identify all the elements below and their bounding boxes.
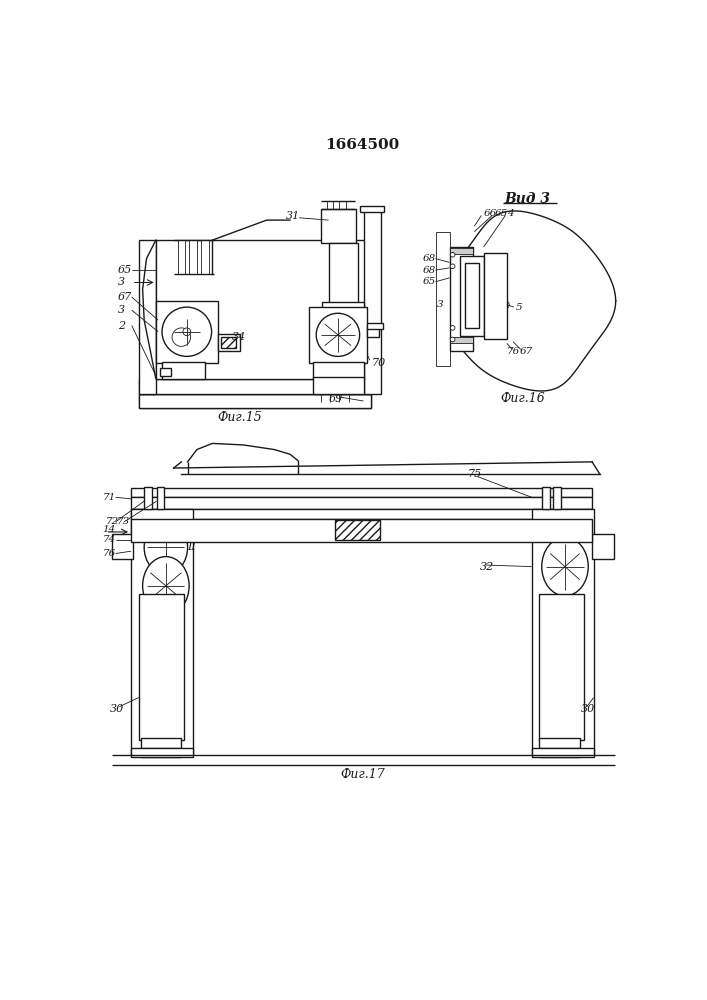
- Bar: [141, 738, 182, 748]
- Circle shape: [450, 252, 455, 257]
- Text: 65: 65: [423, 277, 436, 286]
- Bar: [542, 487, 549, 509]
- Circle shape: [316, 313, 360, 356]
- Text: 5: 5: [516, 303, 522, 312]
- Text: Фиг.17: Фиг.17: [340, 768, 385, 781]
- Bar: [592, 534, 614, 559]
- Bar: [313, 377, 363, 394]
- Bar: [539, 738, 580, 748]
- Text: 14: 14: [103, 525, 115, 534]
- Text: 1664500: 1664500: [326, 138, 400, 152]
- Bar: [131, 488, 592, 497]
- Circle shape: [450, 337, 455, 342]
- Bar: [139, 594, 184, 740]
- Bar: [532, 509, 594, 755]
- Text: 4: 4: [507, 209, 513, 218]
- Bar: [144, 487, 152, 509]
- Text: 69: 69: [329, 394, 343, 404]
- Bar: [450, 247, 473, 351]
- Bar: [450, 248, 473, 254]
- Bar: [131, 509, 193, 755]
- Bar: [335, 520, 380, 540]
- Bar: [460, 256, 484, 336]
- Bar: [112, 534, 134, 559]
- Bar: [177, 240, 185, 274]
- Bar: [368, 323, 383, 329]
- Text: Вид 3: Вид 3: [505, 192, 551, 206]
- Text: ІІ: ІІ: [187, 542, 197, 552]
- Text: Фиг.15: Фиг.15: [217, 411, 262, 424]
- Bar: [363, 209, 380, 394]
- Circle shape: [450, 326, 455, 330]
- Text: 71: 71: [103, 493, 115, 502]
- Bar: [325, 309, 361, 320]
- Text: 3: 3: [437, 300, 444, 309]
- Bar: [465, 263, 479, 328]
- Text: 3: 3: [118, 305, 125, 315]
- Bar: [162, 362, 204, 379]
- Bar: [484, 253, 507, 339]
- Text: 70: 70: [371, 358, 385, 368]
- Text: 66: 66: [484, 209, 497, 218]
- Bar: [139, 394, 371, 408]
- Text: 67: 67: [118, 292, 132, 302]
- Bar: [131, 509, 592, 519]
- Bar: [450, 337, 473, 343]
- Text: 76: 76: [507, 347, 520, 356]
- Bar: [156, 301, 218, 363]
- Bar: [131, 748, 193, 757]
- Bar: [218, 334, 240, 351]
- Bar: [156, 487, 164, 509]
- Text: 65: 65: [494, 209, 508, 218]
- Bar: [532, 748, 594, 757]
- Bar: [360, 206, 385, 212]
- Text: 68: 68: [423, 254, 436, 263]
- Text: 74: 74: [103, 535, 115, 544]
- Text: 2: 2: [118, 321, 125, 331]
- Circle shape: [172, 328, 191, 346]
- Bar: [139, 379, 371, 394]
- Bar: [139, 394, 371, 408]
- Bar: [368, 328, 379, 337]
- Text: 68: 68: [423, 266, 436, 275]
- Text: 73: 73: [116, 517, 129, 526]
- Text: 30: 30: [580, 704, 595, 714]
- Text: 30: 30: [110, 704, 124, 714]
- Polygon shape: [440, 211, 616, 391]
- Bar: [322, 302, 363, 312]
- Ellipse shape: [542, 537, 588, 596]
- Text: 72: 72: [105, 517, 119, 526]
- Text: 76: 76: [103, 549, 115, 558]
- Bar: [131, 519, 592, 542]
- Circle shape: [162, 307, 211, 356]
- Bar: [329, 243, 358, 305]
- Ellipse shape: [143, 557, 189, 615]
- Bar: [131, 497, 592, 509]
- Text: 67: 67: [519, 347, 532, 356]
- Bar: [321, 209, 356, 243]
- Circle shape: [501, 301, 509, 309]
- Bar: [139, 240, 156, 394]
- Circle shape: [183, 328, 191, 336]
- Bar: [309, 307, 368, 363]
- Ellipse shape: [144, 520, 187, 574]
- Text: 34: 34: [232, 332, 246, 342]
- Text: Фиг.16: Фиг.16: [500, 392, 545, 405]
- Bar: [160, 368, 171, 376]
- Text: 3: 3: [118, 277, 125, 287]
- Text: 65: 65: [118, 265, 132, 275]
- Bar: [313, 362, 363, 379]
- Bar: [554, 487, 561, 509]
- Polygon shape: [174, 462, 600, 474]
- Bar: [201, 240, 209, 274]
- Bar: [156, 240, 371, 379]
- Bar: [221, 337, 236, 348]
- Bar: [189, 240, 197, 274]
- Circle shape: [450, 264, 455, 269]
- Text: 75: 75: [468, 469, 482, 479]
- Bar: [436, 232, 450, 366]
- Text: 32: 32: [480, 562, 494, 572]
- Bar: [539, 594, 585, 740]
- Text: 31: 31: [286, 211, 300, 221]
